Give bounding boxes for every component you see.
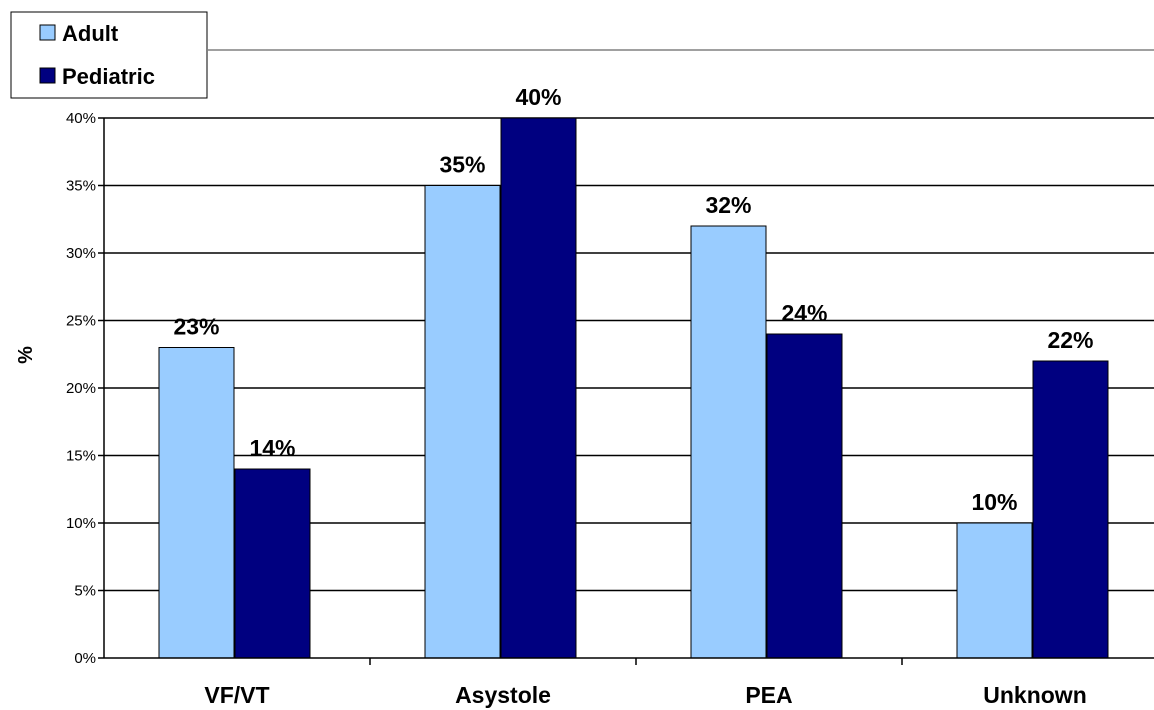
x-tick-label: PEA <box>745 682 792 708</box>
y-tick-label: 20% <box>66 380 96 397</box>
x-tick-label: Unknown <box>983 682 1087 708</box>
data-label: 24% <box>781 300 827 326</box>
data-labels: 23% 14% 35% 40% 32% 24% 10% 22% <box>173 84 1093 515</box>
bar-adult-0 <box>158 347 235 659</box>
y-tick-label: 15% <box>66 448 96 465</box>
y-tick-label: 35% <box>66 178 96 195</box>
bar-adult-1 <box>424 185 501 659</box>
legend-swatch-pediatric <box>39 67 56 84</box>
y-tick-label: 5% <box>74 583 96 600</box>
y-tick-labels: 0% 5% 10% 15% 20% 25% 30% 35% 40% <box>66 110 104 667</box>
y-tick-label: 30% <box>66 245 96 262</box>
data-label: 10% <box>971 489 1017 515</box>
y-axis-label: % <box>15 346 37 364</box>
data-label: 35% <box>439 152 485 178</box>
bars <box>158 117 1109 659</box>
bar-adult-3 <box>956 522 1033 659</box>
y-tick-label: 0% <box>74 650 96 667</box>
x-tick-label: Asystole <box>455 682 551 708</box>
y-tick-label: 40% <box>66 110 96 127</box>
x-tick-labels: VF/VT Asystole PEA Unknown <box>204 658 1087 708</box>
legend-swatch-adult <box>39 24 56 41</box>
bar-pediatric-3 <box>1032 360 1109 659</box>
data-label: 23% <box>173 314 219 340</box>
legend: Adult Pediatric <box>10 11 1154 99</box>
legend-label-pediatric: Pediatric <box>62 64 155 89</box>
data-label: 32% <box>705 192 751 218</box>
bar-adult-2 <box>690 225 767 659</box>
y-tick-label: 10% <box>66 515 96 532</box>
bar-pediatric-2 <box>766 333 843 659</box>
data-label: 14% <box>249 435 295 461</box>
x-tick-label: VF/VT <box>204 682 269 708</box>
data-label: 22% <box>1047 327 1093 353</box>
bar-pediatric-1 <box>500 117 577 659</box>
bar-pediatric-0 <box>234 468 311 659</box>
y-tick-label: 25% <box>66 313 96 330</box>
legend-label-adult: Adult <box>62 21 119 46</box>
data-label: 40% <box>515 84 561 110</box>
